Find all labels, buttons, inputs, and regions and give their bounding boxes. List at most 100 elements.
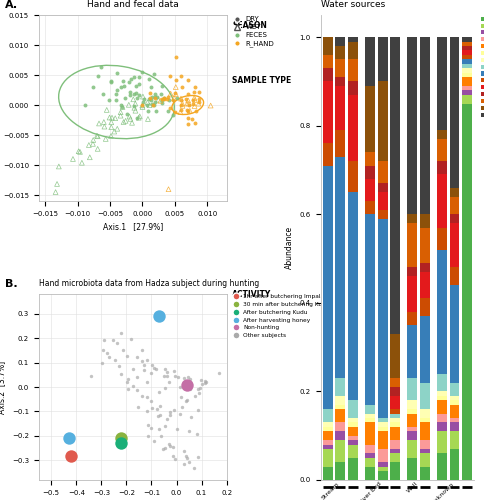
Point — [157, 432, 165, 440]
Point — [184, 96, 192, 104]
Bar — [378, 466, 388, 471]
Point — [118, 370, 125, 378]
Text: SEASON: SEASON — [232, 20, 267, 30]
Point — [177, 94, 185, 102]
Point — [89, 140, 97, 148]
Point — [136, 112, 144, 120]
Point — [65, 434, 73, 442]
Point — [132, 88, 139, 96]
Point — [172, 83, 180, 91]
Point — [197, 376, 205, 384]
Point — [144, 115, 152, 123]
Point — [191, 392, 198, 400]
Bar — [323, 144, 333, 166]
Point — [120, 346, 127, 354]
Point — [189, 100, 197, 108]
Bar — [408, 427, 417, 432]
Point — [177, 106, 185, 114]
Point — [128, 75, 136, 83]
Point — [126, 115, 134, 123]
Point — [155, 388, 163, 396]
Point — [87, 372, 94, 380]
Point — [177, 96, 184, 104]
Bar — [437, 37, 447, 130]
Point — [120, 82, 128, 90]
Point — [124, 385, 132, 393]
Point — [186, 374, 194, 382]
Point — [146, 89, 153, 97]
Bar — [390, 396, 400, 409]
Bar — [323, 82, 333, 144]
Point — [128, 119, 136, 127]
Bar — [408, 276, 417, 312]
Point — [184, 114, 192, 122]
Bar — [408, 312, 417, 325]
Point — [86, 154, 94, 162]
Point — [127, 335, 135, 343]
Bar — [390, 427, 400, 440]
Bar — [462, 50, 472, 55]
Point — [126, 90, 134, 98]
Point — [52, 188, 60, 196]
Point — [192, 107, 199, 115]
Bar — [420, 214, 430, 228]
Bar — [450, 449, 459, 480]
Point — [151, 93, 159, 101]
Bar — [378, 462, 388, 466]
Point — [133, 386, 141, 394]
Point — [165, 440, 173, 448]
Point — [105, 96, 112, 104]
Bar — [462, 60, 472, 64]
Point — [152, 107, 160, 115]
Point — [184, 372, 192, 380]
Point — [178, 72, 185, 80]
Bar — [348, 82, 358, 94]
Point — [178, 83, 185, 91]
Point — [166, 72, 174, 80]
Bar — [462, 68, 472, 72]
Point — [180, 460, 188, 468]
Point — [109, 336, 117, 344]
Point — [119, 77, 126, 85]
Point — [108, 114, 116, 122]
Point — [215, 368, 223, 376]
Bar — [335, 432, 346, 440]
Point — [123, 374, 131, 382]
Point — [155, 425, 163, 433]
Bar — [348, 37, 358, 42]
Y-axis label: Abundance: Abundance — [285, 226, 294, 269]
Bar — [335, 378, 346, 396]
Point — [76, 148, 84, 156]
Bar — [348, 440, 358, 444]
Point — [143, 102, 151, 110]
Point — [177, 102, 185, 110]
Point — [155, 312, 163, 320]
Point — [149, 404, 156, 412]
Point — [198, 380, 206, 388]
Point — [169, 96, 177, 104]
Bar — [420, 466, 430, 480]
Bar — [335, 396, 346, 404]
Point — [189, 96, 197, 104]
Point — [157, 411, 165, 419]
Point — [173, 94, 181, 102]
Point — [177, 393, 184, 401]
Legend: 1hr after butchering Impala, 30 min after butchering Kudu, After butchering Kudu: 1hr after butchering Impala, 30 min afte… — [231, 293, 331, 339]
Point — [193, 430, 201, 438]
Point — [161, 422, 169, 430]
Bar — [323, 55, 333, 68]
Bar — [437, 432, 447, 454]
Point — [94, 132, 102, 140]
Bar — [348, 422, 358, 427]
Point — [55, 162, 63, 170]
Bar — [335, 409, 346, 422]
Point — [134, 114, 141, 122]
Bar — [348, 60, 358, 82]
Bar — [378, 82, 388, 161]
Bar — [390, 387, 400, 396]
Point — [114, 338, 121, 346]
Bar — [348, 161, 358, 192]
Point — [184, 107, 192, 115]
Point — [172, 90, 180, 98]
Point — [85, 141, 93, 149]
